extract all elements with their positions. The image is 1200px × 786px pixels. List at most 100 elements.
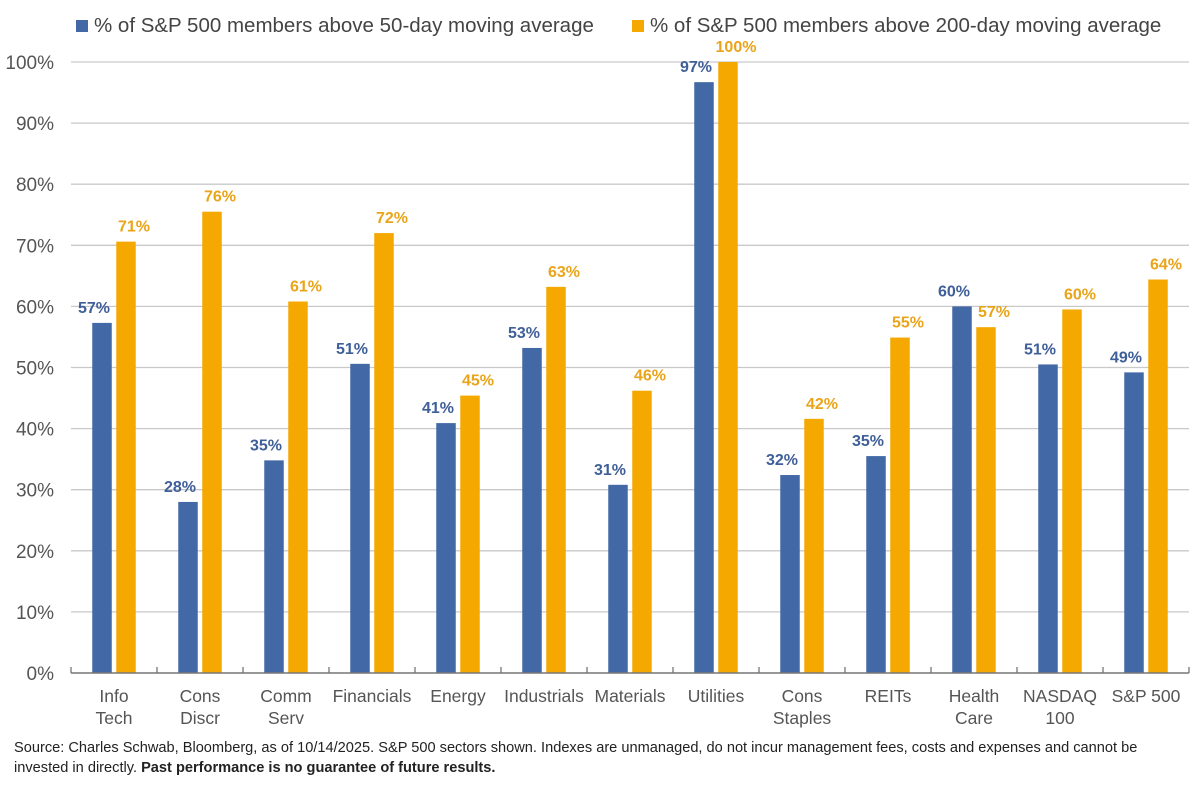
x-axis-label-line: Serv <box>268 708 304 728</box>
performance-disclaimer: Past performance is no guarantee of futu… <box>141 760 496 776</box>
y-tick-label: 100% <box>5 53 54 74</box>
data-label-200-day: 42% <box>806 396 838 413</box>
y-tick-label: 80% <box>16 175 54 196</box>
legend-label-50-day: % of S&P 500 members above 50-day moving… <box>94 14 594 37</box>
legend-label-200-day: % of S&P 500 members above 200-day movin… <box>650 14 1162 37</box>
x-axis-label: Cons Discr <box>180 686 221 728</box>
data-label-200-day: 71% <box>118 219 150 236</box>
bar-200-day <box>374 233 394 673</box>
y-tick-label: 30% <box>16 481 54 502</box>
data-label-50-day: 97% <box>680 59 712 76</box>
legend-item-200-day: % of S&P 500 members above 200-day movin… <box>632 14 1161 38</box>
data-label-50-day: 60% <box>938 283 970 300</box>
data-label-200-day: 60% <box>1064 286 1096 303</box>
data-label-50-day: 32% <box>766 452 798 469</box>
x-axis-label-line: Discr <box>180 708 220 728</box>
bar-50-day <box>952 306 972 673</box>
chart-legend: % of S&P 500 members above 50-day moving… <box>0 14 1200 42</box>
x-axis-label-line: Comm <box>260 686 312 706</box>
data-label-50-day: 35% <box>250 437 282 454</box>
data-label-50-day: 31% <box>594 462 626 479</box>
data-label-50-day: 35% <box>852 433 884 450</box>
data-labels: 57% 28% 35% 51% 41% 53% 31% 97% 32% 35% 60% 51% 49% 7… <box>78 39 1182 496</box>
x-axis-label: Financials <box>333 686 412 706</box>
x-axis-label-line: REITs <box>865 686 912 706</box>
bar-50-day <box>694 82 714 673</box>
bar-200-day <box>288 301 308 673</box>
x-axis <box>70 667 1190 674</box>
bars <box>92 62 1168 673</box>
x-axis-label: Info Tech <box>96 686 133 728</box>
y-tick-label: 20% <box>16 542 54 563</box>
bar-50-day <box>436 423 456 673</box>
y-tick-label: 50% <box>16 359 54 380</box>
x-axis-label-line: Financials <box>333 686 412 706</box>
x-axis-label-line: Materials <box>595 686 666 706</box>
x-axis-label: Comm Serv <box>260 686 312 728</box>
data-label-200-day: 45% <box>462 373 494 390</box>
bar-50-day <box>264 460 284 673</box>
data-label-50-day: 28% <box>164 479 196 496</box>
legend-swatch-50-day <box>76 20 88 32</box>
x-axis-label-line: Utilities <box>688 686 745 706</box>
x-axis-label: Materials <box>595 686 666 706</box>
x-axis-label: Energy <box>430 686 486 706</box>
bar-50-day <box>1038 364 1058 673</box>
y-tick-label: 10% <box>16 603 54 624</box>
y-tick-label: 40% <box>16 420 54 441</box>
x-axis-label-line: 100 <box>1045 708 1074 728</box>
data-label-200-day: 76% <box>204 189 236 206</box>
data-label-200-day: 57% <box>978 304 1010 321</box>
x-axis-label: Utilities <box>688 686 745 706</box>
y-tick-label: 0% <box>27 664 55 685</box>
y-tick-label: 70% <box>16 236 54 257</box>
bar-50-day <box>780 475 800 673</box>
chart-footer-note: Source: Charles Schwab, Bloomberg, as of… <box>14 738 1194 778</box>
x-axis-label: Industrials <box>504 686 584 706</box>
bar-200-day <box>1148 279 1168 673</box>
x-axis-label-line: Staples <box>773 708 832 728</box>
data-label-50-day: 49% <box>1110 349 1142 366</box>
bar-chart: 0% 10% 20% 30% 40% 50% 60% 70% 80% 90% 100% 57% 28%… <box>5 39 1190 728</box>
x-axis-label-line: NASDAQ <box>1023 686 1097 706</box>
bar-200-day <box>546 286 566 673</box>
x-axis-label: Cons Staples <box>773 686 832 728</box>
bar-200-day <box>718 62 738 673</box>
x-axis-label-line: Cons <box>782 686 823 706</box>
x-axis-label: NASDAQ 100 <box>1023 686 1097 728</box>
x-axis-label-line: S&P 500 <box>1112 686 1181 706</box>
bar-50-day <box>178 501 198 673</box>
data-label-200-day: 64% <box>1150 257 1182 274</box>
data-label-200-day: 63% <box>548 264 580 281</box>
data-label-200-day: 46% <box>634 368 666 385</box>
bar-200-day <box>460 395 480 673</box>
bar-200-day <box>804 418 824 673</box>
x-axis-label-line: Energy <box>430 686 486 706</box>
source-note: Source: Charles Schwab, Bloomberg, as of… <box>14 740 1138 776</box>
data-label-50-day: 57% <box>78 300 110 317</box>
bar-200-day <box>890 337 910 673</box>
data-label-200-day: 100% <box>716 39 757 56</box>
bar-50-day <box>522 347 542 673</box>
bar-50-day <box>350 363 370 673</box>
bar-200-day <box>116 241 136 673</box>
legend-swatch-200-day <box>632 20 644 32</box>
x-axis-label: S&P 500 <box>1112 686 1181 706</box>
data-label-200-day: 72% <box>376 210 408 227</box>
data-label-200-day: 55% <box>892 315 924 332</box>
x-axis-label-line: Care <box>955 708 993 728</box>
y-tick-label: 90% <box>16 114 54 135</box>
y-axis-ticks: 0% 10% 20% 30% 40% 50% 60% 70% 80% 90% 100% <box>5 53 54 685</box>
x-axis-label-line: Industrials <box>504 686 584 706</box>
data-label-50-day: 51% <box>1024 341 1056 358</box>
bar-50-day <box>92 322 112 673</box>
data-label-200-day: 61% <box>290 279 322 296</box>
bar-50-day <box>866 456 886 673</box>
y-tick-label: 60% <box>16 297 54 318</box>
legend-item-50-day: % of S&P 500 members above 50-day moving… <box>76 14 594 38</box>
x-axis-label-line: Tech <box>96 708 133 728</box>
bar-50-day <box>608 484 628 673</box>
bar-200-day <box>1062 309 1082 673</box>
x-axis-label: REITs <box>865 686 912 706</box>
